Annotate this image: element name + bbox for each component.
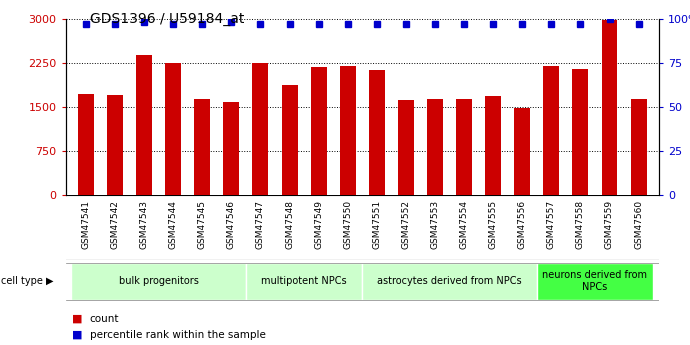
Text: cell type ▶: cell type ▶ [1,276,54,286]
Bar [543,66,560,195]
Text: GSM47556: GSM47556 [518,200,526,249]
Text: GSM47543: GSM47543 [139,200,148,249]
Bar [310,67,326,195]
Text: ■: ■ [72,330,83,339]
Text: GSM47548: GSM47548 [285,200,294,249]
Bar [253,63,268,195]
Text: GDS1396 / U59184_at: GDS1396 / U59184_at [90,12,244,26]
Text: GSM47545: GSM47545 [198,200,207,249]
Text: GSM47560: GSM47560 [634,200,643,249]
Bar [485,96,501,195]
Text: GSM47550: GSM47550 [343,200,352,249]
Text: GSM47555: GSM47555 [489,200,497,249]
Bar [224,102,239,195]
Bar [165,63,181,195]
Text: GSM47544: GSM47544 [168,200,178,249]
Bar [107,95,123,195]
Text: GSM47554: GSM47554 [460,200,469,249]
Text: GSM47547: GSM47547 [256,200,265,249]
Text: GSM47558: GSM47558 [576,200,585,249]
Bar [456,99,472,195]
Bar [514,108,530,195]
Text: GSM47542: GSM47542 [110,200,119,249]
Text: bulk progenitors: bulk progenitors [119,276,199,286]
Text: count: count [90,314,119,324]
Text: GSM47549: GSM47549 [314,200,323,249]
Text: astrocytes derived from NPCs: astrocytes derived from NPCs [377,276,522,286]
Text: GSM47551: GSM47551 [373,200,382,249]
Text: GSM47541: GSM47541 [81,200,90,249]
Bar [195,99,210,195]
Bar [368,70,385,195]
Text: GSM47553: GSM47553 [431,200,440,249]
Text: GSM47559: GSM47559 [605,200,614,249]
Bar [573,69,589,195]
Text: neurons derived from
NPCs: neurons derived from NPCs [542,270,647,292]
Text: ■: ■ [72,314,83,324]
Text: multipotent NPCs: multipotent NPCs [262,276,347,286]
Bar [537,263,653,300]
Text: GSM47546: GSM47546 [227,200,236,249]
Text: GSM47557: GSM47557 [546,200,556,249]
Bar [246,263,362,300]
Bar [602,20,618,195]
Bar [71,263,246,300]
Text: percentile rank within the sample: percentile rank within the sample [90,330,266,339]
Bar [427,99,443,195]
Bar [136,55,152,195]
Bar [339,66,356,195]
Bar [398,100,414,195]
Bar [282,85,297,195]
Bar [78,94,94,195]
Bar [631,99,647,195]
Bar [362,263,537,300]
Text: GSM47552: GSM47552 [402,200,411,249]
